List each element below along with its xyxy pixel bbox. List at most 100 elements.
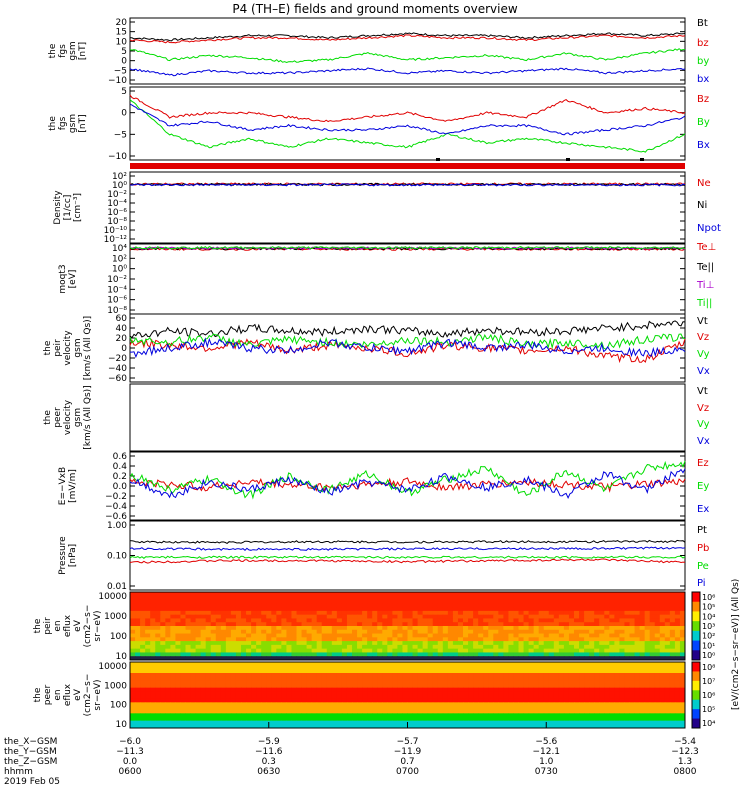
- heatmap-cell: [306, 680, 313, 685]
- heatmap-cell: [498, 662, 504, 667]
- heatmap-cell: [649, 669, 656, 674]
- y-axis-label-line: [nPa]: [68, 544, 78, 567]
- heatmap-cell: [165, 687, 171, 692]
- heatmap-cell: [609, 618, 615, 623]
- heatmap-cell: [468, 618, 474, 623]
- heatmap-cell: [503, 662, 509, 667]
- heatmap-cell: [145, 626, 151, 631]
- heatmap-cell: [483, 662, 489, 667]
- heatmap-cell: [362, 695, 368, 700]
- heatmap-cell: [316, 644, 323, 650]
- heatmap-cell: [488, 709, 494, 714]
- heatmap-cell: [145, 641, 151, 646]
- heatmap-cell: [488, 706, 494, 711]
- heatmap-cell: [543, 676, 550, 681]
- heatmap-cell: [321, 691, 328, 696]
- heatmap-cell: [644, 665, 651, 670]
- heatmap-cell: [478, 641, 484, 646]
- heatmap-cell: [629, 610, 636, 616]
- heatmap-cell: [402, 706, 408, 711]
- heatmap-cell: [513, 644, 519, 650]
- heatmap-cell: [341, 662, 348, 667]
- heatmap-cell: [306, 665, 313, 670]
- heatmap-cell: [215, 665, 222, 670]
- heatmap-cell: [604, 702, 610, 707]
- heatmap-cell: [271, 610, 277, 616]
- heatmap-cell: [442, 629, 449, 635]
- heatmap-cell: [407, 684, 414, 689]
- heatmap-cell: [200, 720, 207, 725]
- heatmap-cell: [427, 607, 434, 612]
- heatmap-cell: [523, 607, 530, 612]
- heatmap-cell: [468, 665, 474, 670]
- heatmap-cell: [140, 637, 146, 642]
- heatmap-cell: [241, 614, 247, 619]
- heatmap-cell: [362, 720, 368, 725]
- heatmap-cell: [594, 637, 600, 642]
- heatmap-cell: [402, 673, 408, 678]
- heatmap-cell: [392, 599, 398, 604]
- heatmap-cell: [483, 695, 489, 700]
- heatmap-cell: [407, 698, 414, 703]
- heatmap-cell: [437, 662, 444, 667]
- heatmap-cell: [150, 622, 156, 627]
- y-tick-label: 0.4: [113, 462, 128, 472]
- heatmap-cell: [452, 717, 459, 722]
- heatmap-cell: [296, 684, 303, 689]
- heatmap-cell: [170, 698, 176, 703]
- heatmap-cell: [503, 648, 509, 653]
- heatmap-cell: [442, 607, 449, 612]
- heatmap-cell: [185, 695, 192, 700]
- heatmap-cell: [367, 656, 373, 661]
- heatmap-cell: [286, 656, 292, 661]
- heatmap-cell: [412, 713, 419, 718]
- heatmap-cell: [296, 702, 303, 707]
- heatmap-cell: [205, 717, 212, 722]
- heatmap-cell: [473, 644, 479, 650]
- heatmap-cell: [452, 652, 459, 657]
- heatmap-cell: [256, 720, 262, 725]
- heatmap-cell: [437, 626, 444, 631]
- heatmap-cell: [235, 665, 242, 670]
- heatmap-cell: [256, 626, 262, 631]
- heatmap-cell: [594, 698, 600, 703]
- heatmap-cell: [674, 607, 681, 612]
- heatmap-cell: [291, 684, 297, 689]
- heatmap-cell: [412, 662, 419, 667]
- heatmap-cell: [412, 720, 419, 725]
- heatmap-cell: [367, 665, 373, 670]
- heatmap-cell: [493, 720, 499, 725]
- heatmap-cell: [392, 706, 398, 711]
- heatmap-cell: [624, 592, 630, 597]
- heatmap-cell: [528, 673, 535, 678]
- heatmap-cell: [175, 698, 181, 703]
- heatmap-cell: [427, 717, 434, 722]
- heatmap-cell: [367, 610, 373, 616]
- heatmap-cell: [402, 648, 408, 653]
- heatmap-cell: [150, 648, 156, 653]
- heatmap-cell: [568, 720, 575, 725]
- heatmap-cell: [649, 713, 656, 718]
- heatmap-cell: [644, 702, 651, 707]
- heatmap-cell: [538, 706, 545, 711]
- heatmap-cell: [599, 695, 605, 700]
- heatmap-cell: [140, 626, 146, 631]
- heatmap-cell: [528, 724, 535, 729]
- heatmap-cell: [604, 610, 610, 616]
- heatmap-cell: [256, 665, 262, 670]
- heatmap-cell: [538, 691, 545, 696]
- heatmap-cell: [659, 687, 666, 692]
- heatmap-cell: [513, 656, 519, 661]
- heatmap-cell: [508, 717, 514, 722]
- heatmap-cell: [584, 614, 590, 619]
- heatmap-cell: [478, 669, 484, 674]
- heatmap-cell: [261, 695, 267, 700]
- heatmap-cell: [457, 698, 464, 703]
- heatmap-cell: [528, 691, 535, 696]
- heatmap-cell: [392, 648, 398, 653]
- heatmap-cell: [336, 644, 343, 650]
- heatmap-cell: [432, 691, 439, 696]
- heatmap-cell: [518, 599, 525, 604]
- heatmap-cell: [528, 652, 535, 657]
- heatmap-cell: [654, 687, 661, 692]
